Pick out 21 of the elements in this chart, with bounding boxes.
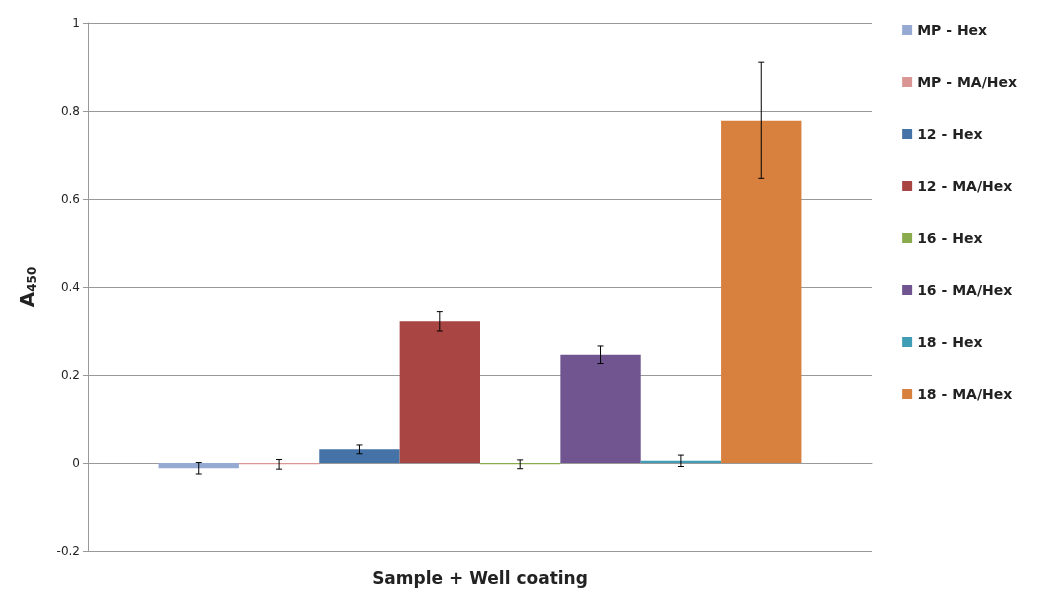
bar: [158, 463, 239, 469]
bar: [399, 321, 480, 463]
y-tick-label: 1: [72, 16, 80, 30]
y-tick-label: 0.4: [60, 280, 80, 294]
legend-label: 12 - MA/Hex: [917, 178, 1013, 194]
legend-label: 18 - Hex: [917, 334, 983, 350]
legend-label: 16 - MA/Hex: [917, 282, 1013, 298]
bar: [319, 449, 400, 463]
legend-label: MP - MA/Hex: [917, 74, 1017, 90]
x-axis-title: Sample + Well coating: [372, 567, 588, 588]
y-tick-label: 0: [72, 456, 80, 470]
bar: [721, 120, 802, 463]
legend-label: 12 - Hex: [917, 126, 983, 142]
y-tick-label: 0.6: [60, 192, 80, 206]
legend-label: 18 - MA/Hex: [917, 386, 1013, 402]
y-tick-label: -0.2: [56, 544, 80, 558]
legend-label: MP - Hex: [917, 22, 988, 38]
legend-label: 16 - Hex: [917, 230, 983, 246]
bar: [560, 354, 641, 463]
y-tick-label: 0.8: [60, 104, 80, 118]
y-tick-label: 0.2: [60, 368, 80, 382]
